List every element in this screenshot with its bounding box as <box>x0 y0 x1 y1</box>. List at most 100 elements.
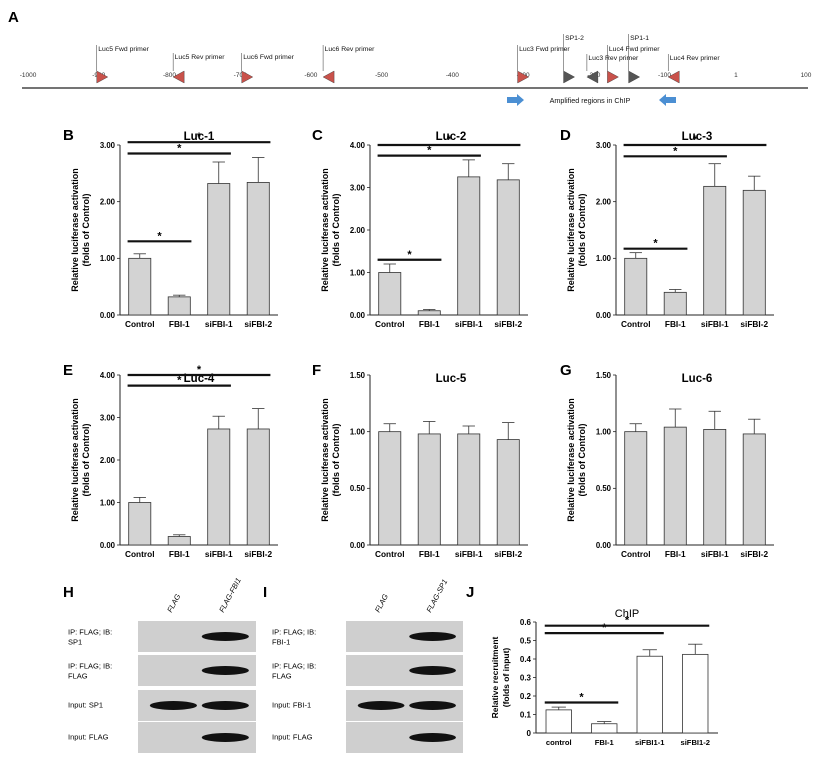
y-axis-label-line: (folds of Control) <box>577 424 587 497</box>
x-tick-label: Control <box>621 549 651 559</box>
bar <box>496 179 520 316</box>
y-tick-label: 3.00 <box>350 183 366 192</box>
primer-arrow-marker <box>96 70 109 84</box>
x-tick-label: siFBI-2 <box>494 549 522 559</box>
x-tick-label: siFBI-2 <box>740 319 768 329</box>
map-tick-label: -500 <box>375 72 388 79</box>
protein-band <box>201 632 249 641</box>
chart-title: Luc-3 <box>682 131 713 143</box>
x-tick-label: siFBI-2 <box>494 319 522 329</box>
x-tick-label: control <box>546 738 572 747</box>
blot-row-label-line: FLAG <box>68 672 88 681</box>
primer-arrow-marker <box>563 70 575 84</box>
y-axis-label: Relative luciferase activation(folds of … <box>70 398 91 522</box>
primer-label: Luc5 Fwd primer <box>98 46 149 53</box>
x-tick-label: siFBI-1 <box>701 549 729 559</box>
map-tick-label: -800 <box>163 72 176 79</box>
bar <box>636 655 663 734</box>
y-tick-label: 0.00 <box>350 311 366 320</box>
bar <box>246 428 270 546</box>
chart-c: C Luc-2 0.00 1.00 2.00 3.00 4.00 Relative lucif… <box>312 127 528 329</box>
chart-b: B Luc-1 0.00 1.00 2.00 3.00 Relative luciferas… <box>63 127 278 329</box>
bar <box>591 723 618 734</box>
chip-arrow-forward <box>507 94 524 106</box>
y-axis-label-line: (folds of Control) <box>331 424 341 497</box>
bar <box>457 433 481 546</box>
protein-band <box>409 666 456 675</box>
blot-row-label-line: IP: FLAG; IB: <box>272 628 316 637</box>
y-tick-label: 4.00 <box>350 141 366 150</box>
panel-letter: F <box>312 362 321 379</box>
significance-star: * <box>157 230 162 242</box>
bar <box>624 431 648 546</box>
significance-star: * <box>625 615 630 627</box>
bar <box>703 185 727 316</box>
x-tick-label: Control <box>125 549 155 559</box>
panel-letter: C <box>312 127 323 144</box>
bar <box>742 433 766 546</box>
y-axis-label-line: (folds of Control) <box>577 194 587 267</box>
y-tick-label: 0.5 <box>520 636 532 645</box>
x-tick-label: siFBI-1 <box>455 549 483 559</box>
x-tick-label: FBI-1 <box>169 319 190 329</box>
y-tick-label: 0.4 <box>520 655 532 664</box>
significance-star: * <box>407 249 412 261</box>
y-tick-label: 0 <box>527 729 532 738</box>
significance-star: * <box>673 145 678 157</box>
bar <box>417 310 441 316</box>
y-tick-label: 3.00 <box>100 141 116 150</box>
primer-label: Luc6 Rev primer <box>325 46 376 53</box>
map-tick-label: 1 <box>734 72 738 79</box>
y-axis-label-line: (folds of input) <box>501 648 511 708</box>
chip-arrow-reverse <box>659 94 676 106</box>
protein-band <box>409 701 456 710</box>
y-tick-label: 1.50 <box>596 371 612 380</box>
blot-row-label: IP: FLAG; IB: FLAG <box>272 662 316 681</box>
panel-letter-j: J <box>466 584 474 601</box>
x-tick-label: FBI-1 <box>665 319 686 329</box>
promoter-map-panel: A-1000-900-800-700-600-500-400-300-200-1… <box>8 9 812 106</box>
y-tick-label: 1.00 <box>100 498 116 507</box>
chart-d: D Luc-3 0.00 1.00 2.00 3.00 Relative luciferas… <box>560 127 774 329</box>
significance-star: * <box>602 622 607 634</box>
significance-star: * <box>197 364 202 376</box>
y-tick-label: 0.3 <box>520 673 532 682</box>
bar <box>663 291 687 316</box>
significance-star: * <box>447 134 452 146</box>
bar <box>167 536 191 546</box>
bar-charts: B Luc-1 0.00 1.00 2.00 3.00 Relative luciferas… <box>63 127 774 747</box>
panel-letter: B <box>63 127 74 144</box>
primer-label: SP1-1 <box>630 35 649 42</box>
protein-band <box>201 666 249 675</box>
primer-arrow-marker <box>322 70 335 84</box>
primer-arrow-marker <box>241 70 254 84</box>
bar <box>167 296 191 316</box>
bar <box>128 257 152 316</box>
y-axis-label: Relative luciferase activation(folds of … <box>70 168 91 292</box>
blot-row-label-line: SP1 <box>68 638 82 647</box>
chart-j: ChIP 0 0.1 0.2 0.3 0.4 0.5 0.6 Relative recruitm… <box>490 608 718 747</box>
protein-band <box>201 701 249 710</box>
blot-row-label: IP: FLAG; IB: SP1 <box>68 628 112 647</box>
x-tick-label: Control <box>375 549 405 559</box>
y-tick-label: 4.00 <box>100 371 116 380</box>
significance-star: * <box>693 134 698 146</box>
y-tick-label: 1.00 <box>596 254 612 263</box>
y-tick-label: 0.50 <box>596 484 612 493</box>
blot-row-label-line: IP: FLAG; IB: <box>68 662 112 671</box>
blot-row-label: IP: FLAG; IB: FLAG <box>68 662 112 681</box>
y-axis-label-line: (folds of Control) <box>81 424 91 497</box>
y-tick-label: 0.00 <box>350 541 366 550</box>
bar <box>742 189 766 316</box>
x-tick-label: siFBI-2 <box>740 549 768 559</box>
y-tick-label: 1.00 <box>100 254 116 263</box>
x-tick-label: Control <box>375 319 405 329</box>
blot-row-label: Input: FLAG <box>68 733 109 742</box>
primer-label: Luc4 Rev primer <box>670 55 721 62</box>
y-axis-label-line: Relative luciferase activation <box>566 398 576 522</box>
map-tick-label: -1000 <box>20 72 37 79</box>
y-axis-label-line: Relative luciferase activation <box>70 168 80 292</box>
panel-letter: G <box>560 362 572 379</box>
x-tick-label: FBI-1 <box>419 549 440 559</box>
